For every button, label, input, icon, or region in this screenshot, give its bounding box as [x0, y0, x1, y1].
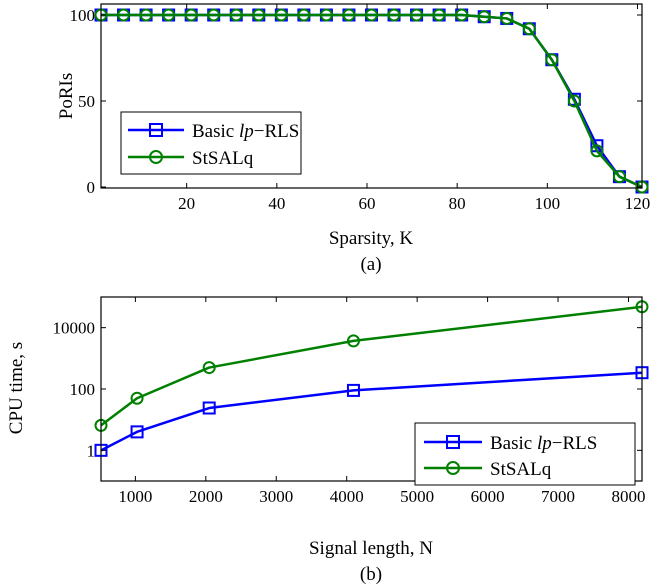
plot-frame-a: [100, 3, 643, 189]
data-point-square: [202, 401, 216, 415]
x-tick-label: 7000: [541, 487, 575, 506]
data-point-circle: [432, 8, 446, 22]
data-point-circle: [365, 8, 378, 22]
legend-basic-suffix-b: −RLS: [552, 433, 598, 454]
y-tick-label: 100: [70, 6, 96, 25]
x-axis-label-b: Signal length, N: [309, 538, 433, 559]
plot-frame-b: [100, 296, 643, 482]
data-point-circle: [319, 8, 333, 22]
caption-a: (a): [360, 254, 381, 275]
x-tick-label: 100: [535, 194, 561, 213]
legend-basic-suffix-a: −RLS: [254, 121, 300, 142]
legend-label-basic-b: Basic lp−RLS: [490, 433, 597, 454]
legend-basic-italic-a: lp: [239, 121, 254, 142]
series-line-stsalq: [101, 13, 643, 189]
y-tick-label: 0: [87, 178, 96, 197]
legend-label-basic-a: Basic lp−RLS: [192, 121, 299, 142]
data-point-circle: [387, 8, 401, 22]
data-point-circle: [346, 334, 360, 348]
legend-basic-prefix-b: Basic: [490, 433, 537, 454]
x-tick-label: 2000: [189, 487, 223, 506]
data-point-circle: [500, 11, 514, 25]
legend-marker-stsalq-b: [446, 461, 460, 475]
data-point-circle: [410, 8, 424, 22]
x-tick-label: 80: [449, 194, 466, 213]
data-point-circle: [184, 8, 198, 22]
legend-marker-stsalq-a: [149, 150, 163, 164]
data-point-square: [130, 425, 144, 439]
x-axis-label-a: Sparsity, K: [329, 228, 414, 249]
data-point-circle: [477, 10, 491, 24]
legend-marker-basic-a: [149, 123, 163, 137]
data-point-circle: [612, 170, 626, 184]
x-tick-label: 20: [178, 194, 195, 213]
data-point-circle: [139, 8, 153, 22]
chart-b: 1000 2000 3000 4000 5000 6000 7000 8000 1 100 1000…: [6, 296, 649, 585]
data-point-circle: [117, 8, 131, 22]
data-point-circle: [297, 8, 311, 22]
x-tick-label: 60: [358, 194, 375, 213]
data-point-circle: [567, 94, 581, 108]
series-line-basic: [100, 371, 643, 452]
x-tick-label: 120: [625, 194, 651, 213]
data-point-circle: [207, 8, 221, 22]
legend-marker-basic-b: [446, 435, 460, 449]
data-point-circle: [545, 53, 559, 67]
data-point-circle: [522, 22, 536, 36]
data-point-circle: [229, 8, 243, 22]
legend-b: Basic lp−RLS StSALq: [414, 422, 636, 486]
data-point-circle: [162, 8, 176, 22]
y-tick-label: 100: [70, 380, 96, 399]
legend-a: Basic lp−RLS StSALq: [120, 111, 302, 175]
x-tick-label: 4000: [330, 487, 364, 506]
x-tick-label: 40: [268, 194, 285, 213]
x-tick-label: 6000: [471, 487, 505, 506]
data-point-circle: [342, 8, 356, 22]
data-point-circle: [202, 361, 216, 375]
data-point-circle: [274, 8, 288, 22]
data-point-circle: [252, 8, 266, 22]
legend-label-stsalq-a: StSALq: [192, 148, 254, 169]
legend-label-stsalq-b: StSALq: [490, 459, 552, 480]
y-tick-label: 10000: [53, 319, 96, 338]
x-tick-label: 8000: [611, 487, 645, 506]
legend-basic-prefix-a: Basic: [192, 121, 239, 142]
y-tick-label: 50: [78, 92, 95, 111]
x-tick-label: 3000: [259, 487, 293, 506]
series-line-stsalq: [100, 305, 643, 427]
data-point-circle: [455, 8, 469, 22]
legend-box-a: [120, 111, 302, 175]
legend-basic-italic-b: lp: [537, 433, 552, 454]
data-point-circle: [590, 144, 604, 158]
x-tick-label: 1000: [118, 487, 152, 506]
data-point-circle: [130, 391, 144, 405]
y-axis-label-b: CPU time, s: [6, 342, 27, 434]
chart-a: 20 40 60 80 100 120 0 50 100 PoRIs Sparsity, K (…: [56, 3, 651, 275]
y-axis-label-a: PoRIs: [56, 73, 77, 119]
x-tick-label: 5000: [400, 487, 434, 506]
caption-b: (b): [360, 564, 382, 585]
y-tick-label: 1: [87, 441, 96, 460]
data-point-square: [346, 383, 360, 397]
